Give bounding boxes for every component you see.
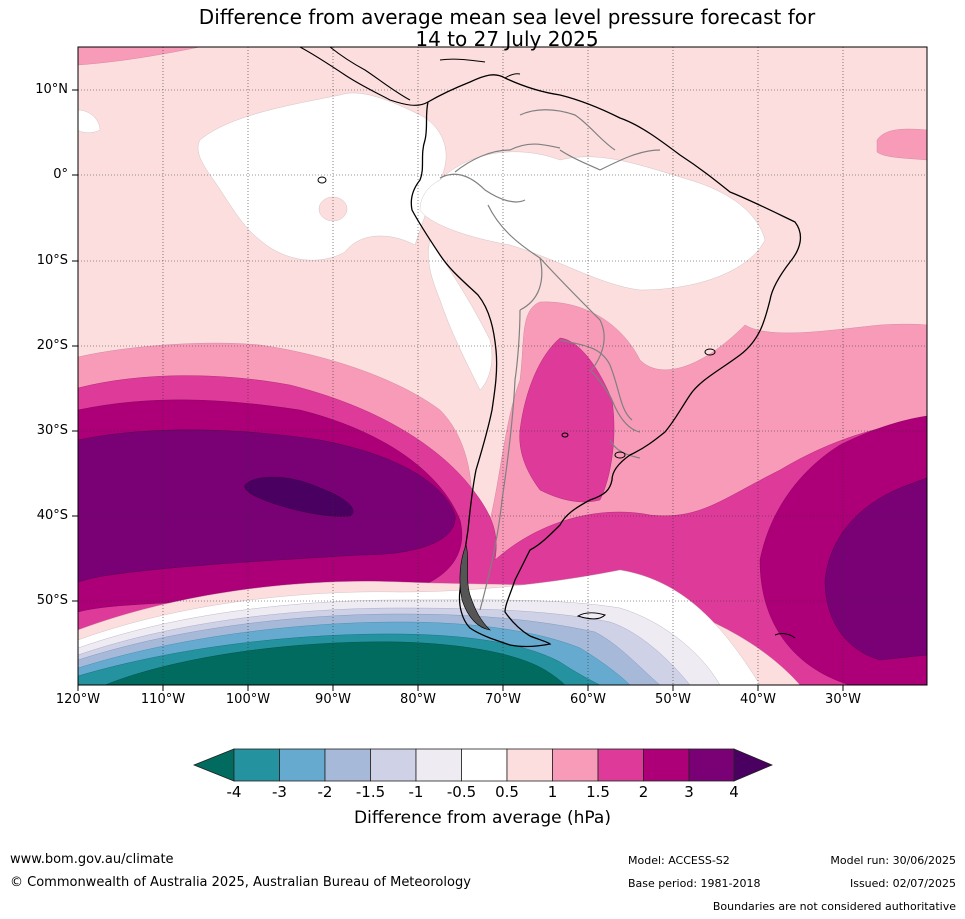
colorbar-tick-label: 2 <box>638 783 649 801</box>
anomaly-above-4 <box>244 476 354 517</box>
footer-base-period: Base period: 1981-2018 <box>628 877 761 890</box>
colorbar-swatch <box>415 748 462 782</box>
footer-website: www.bom.gov.au/climate <box>10 852 174 867</box>
anomaly-southern-neg-4 <box>104 641 566 685</box>
anomaly-neutral-amazon <box>419 151 766 291</box>
colorbar-swatch <box>233 748 280 782</box>
pressure-anomaly-map <box>78 47 927 685</box>
lon-label: 30°W <box>825 692 861 707</box>
lon-label: 70°W <box>485 692 521 707</box>
footer-model-run: Model run: 30/06/2025 <box>830 854 956 867</box>
lon-label: 90°W <box>315 692 351 707</box>
chart-title-line-2: 14 to 27 July 2025 <box>415 27 599 51</box>
country-borders <box>439 109 661 611</box>
lon-label: 40°W <box>740 692 776 707</box>
colorbar-swatch <box>279 748 326 782</box>
colorbar <box>192 748 774 782</box>
lon-label: 120°W <box>55 692 101 707</box>
footer-model: Model: ACCESS-S2 <box>628 854 730 867</box>
colorbar-tick-label: -1.5 <box>355 783 386 801</box>
lat-label: 30°S <box>36 423 68 438</box>
south-america-coastline <box>410 74 802 648</box>
colorbar-swatch <box>643 748 690 782</box>
colorbar-tick-label: 0.5 <box>495 783 519 801</box>
colorbar-tick-label: -4 <box>226 783 242 801</box>
colorbar-tick-label: -2 <box>317 783 333 801</box>
footer-copyright: © Commonwealth of Australia 2025, Austra… <box>10 875 471 890</box>
anomaly-1-1.5-north-east <box>876 128 927 161</box>
colorbar-swatch <box>552 748 599 782</box>
colorbar-swatch <box>597 748 644 782</box>
map-gridlines <box>78 47 927 685</box>
lon-label: 110°W <box>140 692 186 707</box>
lat-label: 10°N <box>35 82 68 97</box>
footer-disclaimer: Boundaries are not considered authoritat… <box>712 900 956 913</box>
lon-label: 80°W <box>400 692 436 707</box>
chile-fjords <box>459 544 491 631</box>
colorbar-tick-label: -3 <box>272 783 287 801</box>
lon-label: 50°W <box>655 692 691 707</box>
colorbar-swatch <box>324 748 371 782</box>
colorbar-low-extension <box>192 748 235 782</box>
islands <box>317 58 796 639</box>
colorbar-tick-label: -1 <box>408 783 424 801</box>
colorbar-tick-label: -0.5 <box>446 783 477 801</box>
anomaly-neutral-andes <box>428 239 493 391</box>
anomaly-neutral-west-coast <box>78 109 101 133</box>
anomaly-3-4-east <box>824 477 927 661</box>
chart-title-line-1: Difference from average mean sea level p… <box>198 5 816 29</box>
lat-label: 50°S <box>36 593 68 608</box>
colorbar-tick-label: 1 <box>547 783 558 801</box>
lat-label: 40°S <box>36 508 68 523</box>
anomaly-1-1.5-north-west <box>78 47 201 66</box>
anomaly-1.5-2-interior <box>519 337 615 503</box>
colorbar-tick-label: 1.5 <box>586 783 610 801</box>
lat-label: 20°S <box>36 338 68 353</box>
lon-label: 60°W <box>570 692 606 707</box>
central-america-coastline <box>299 47 429 106</box>
footer-issued: Issued: 02/07/2025 <box>849 877 956 890</box>
colorbar-tick-label: 4 <box>729 783 739 801</box>
colorbar-title: Difference from average (hPa) <box>354 808 611 828</box>
colorbar-swatch <box>688 748 735 782</box>
colorbar-swatch <box>506 748 553 782</box>
axis-ticks <box>72 89 844 691</box>
lon-label: 100°W <box>225 692 271 707</box>
anomaly-3-4 <box>78 429 456 583</box>
lat-label: 0° <box>53 167 68 182</box>
colorbar-high-extension <box>733 748 774 782</box>
colorbar-swatch <box>461 748 508 782</box>
colorbar-tick-label: 3 <box>684 783 694 801</box>
colorbar-swatch <box>370 748 417 782</box>
lat-label: 10°S <box>36 253 68 268</box>
